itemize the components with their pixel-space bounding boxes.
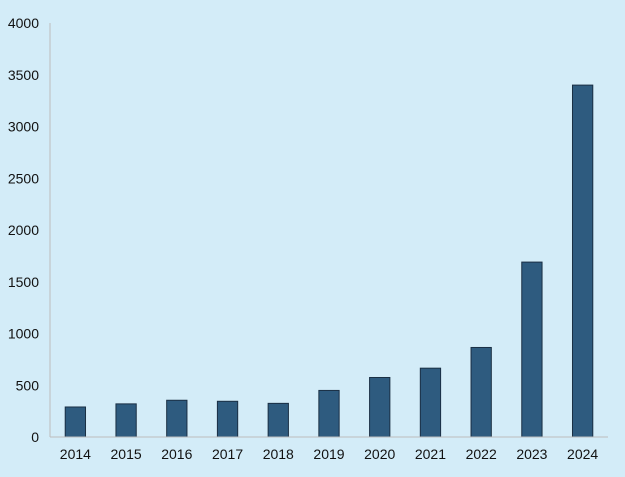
y-tick-label: 500 (16, 377, 40, 393)
x-tick-label: 2018 (263, 446, 294, 462)
x-tick-label: 2016 (161, 446, 192, 462)
x-tick-label: 2022 (466, 446, 497, 462)
y-tick-label: 1000 (8, 326, 39, 342)
bar-2015 (115, 403, 137, 438)
x-tick-label: 2019 (313, 446, 344, 462)
bar-2021 (419, 367, 442, 438)
x-tick-label: 2017 (212, 446, 243, 462)
y-tick-label: 3500 (8, 67, 39, 83)
bar-2018 (267, 402, 289, 438)
x-tick-label: 2024 (567, 446, 598, 462)
y-tick-label: 2000 (8, 222, 39, 238)
x-tick-label: 2014 (60, 446, 91, 462)
x-tick-label: 2015 (111, 446, 142, 462)
y-tick-label: 3000 (8, 119, 39, 135)
x-axis-ticks: 2014 2015 2016 2017 2018 2019 2020 2021 2022 2023… (60, 446, 599, 462)
bar-2016 (166, 399, 188, 438)
bar-2020 (369, 376, 391, 438)
bars-group (64, 84, 594, 438)
bar-2017 (216, 400, 239, 438)
bar-2014 (64, 406, 87, 438)
bar-2023 (521, 261, 543, 438)
y-tick-label: 4000 (8, 15, 39, 31)
bar-2024 (571, 84, 594, 438)
y-tick-label: 0 (31, 429, 39, 445)
x-tick-label: 2020 (364, 446, 395, 462)
y-axis-ticks: 0 500 1000 1500 2000 2500 3000 3500 4000 (8, 15, 39, 445)
bar-2022 (470, 346, 492, 438)
x-tick-label: 2021 (415, 446, 446, 462)
bar-2019 (318, 389, 340, 438)
y-tick-label: 2500 (8, 170, 39, 186)
x-tick-label: 2023 (516, 446, 547, 462)
y-tick-label: 1500 (8, 274, 39, 290)
